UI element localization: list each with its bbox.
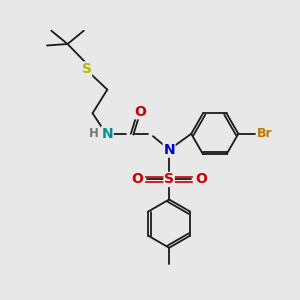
Text: S: S (164, 172, 174, 186)
Text: H: H (89, 127, 99, 140)
Text: O: O (131, 172, 143, 186)
Text: Br: Br (257, 127, 273, 140)
Text: O: O (134, 105, 146, 119)
Text: N: N (163, 143, 175, 157)
Text: O: O (195, 172, 207, 186)
Text: N: N (101, 127, 113, 141)
Text: S: S (82, 62, 92, 76)
